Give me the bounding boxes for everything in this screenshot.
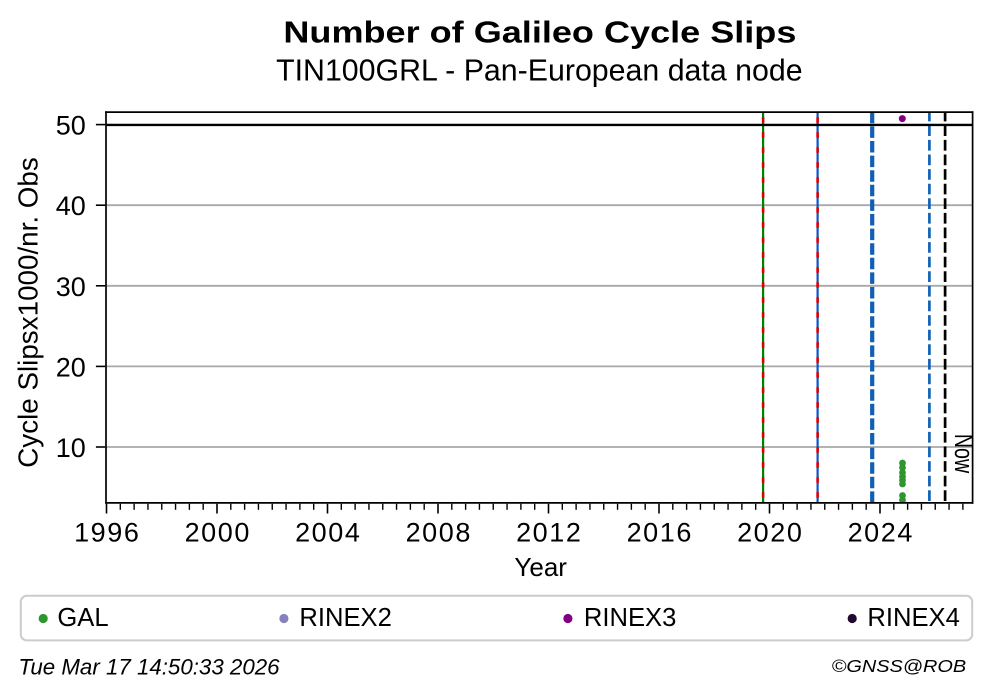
svg-text:©GNSS@ROB: ©GNSS@ROB <box>832 656 967 676</box>
svg-text:RINEX3: RINEX3 <box>584 604 676 632</box>
svg-text:2008: 2008 <box>406 517 472 547</box>
svg-text:2004: 2004 <box>295 517 361 547</box>
svg-text:2016: 2016 <box>627 517 693 547</box>
svg-text:GAL: GAL <box>57 604 108 632</box>
svg-text:40: 40 <box>56 191 86 221</box>
svg-text:2000: 2000 <box>185 517 251 547</box>
svg-text:Number of Galileo Cycle Slips: Number of Galileo Cycle Slips <box>283 16 796 50</box>
svg-text:RINEX4: RINEX4 <box>867 604 959 632</box>
svg-text:Cycle Slipsx1000/nr. Obs: Cycle Slipsx1000/nr. Obs <box>12 157 43 468</box>
svg-text:1996: 1996 <box>74 517 140 547</box>
svg-text:Tue Mar 17 14:50:33 2026: Tue Mar 17 14:50:33 2026 <box>18 654 280 679</box>
svg-text:20: 20 <box>56 352 86 382</box>
svg-text:2024: 2024 <box>848 517 914 547</box>
svg-text:RINEX2: RINEX2 <box>299 604 391 632</box>
svg-text:30: 30 <box>56 272 86 302</box>
svg-text:50: 50 <box>56 111 86 141</box>
svg-text:TIN100GRL - Pan-European data: TIN100GRL - Pan-European data node <box>276 54 803 88</box>
svg-text:Now: Now <box>949 434 978 473</box>
svg-text:2020: 2020 <box>737 517 803 547</box>
svg-text:10: 10 <box>56 433 86 463</box>
svg-text:Year: Year <box>514 552 567 582</box>
svg-text:2012: 2012 <box>516 517 582 547</box>
